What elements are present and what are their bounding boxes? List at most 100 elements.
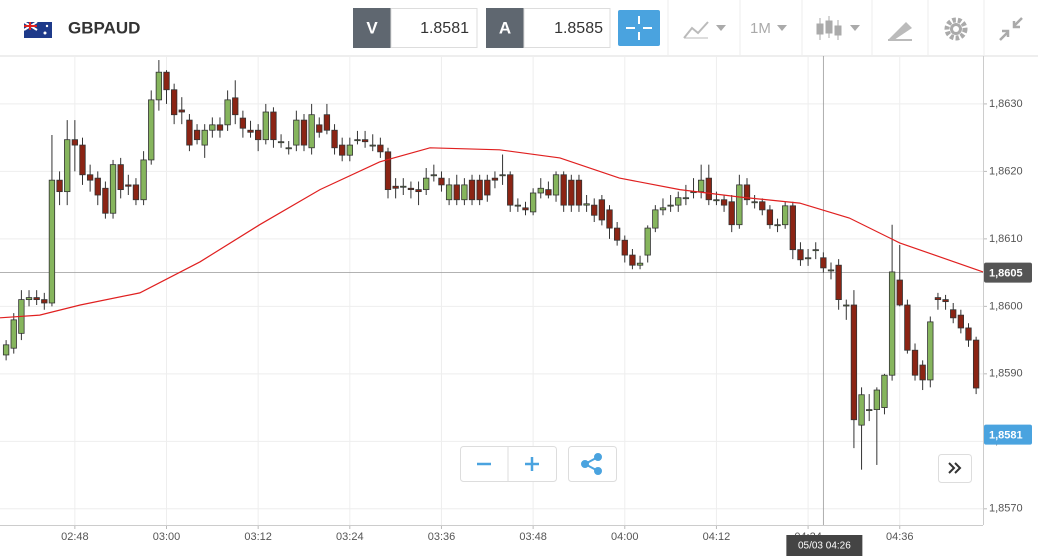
candle-body — [537, 187, 544, 194]
collapse-button[interactable] — [999, 17, 1023, 41]
toolbar: GBPAUD V 1.8581 A 1.8585 1M — [0, 0, 1038, 57]
candle-body — [529, 192, 537, 213]
x-tick-label: 03:12 — [244, 531, 272, 543]
candle-body — [430, 174, 437, 177]
candle-body — [743, 184, 751, 201]
crosshair-button[interactable] — [618, 10, 660, 46]
candle-body — [782, 205, 789, 226]
candle-body — [117, 164, 124, 191]
candle-body — [957, 314, 964, 329]
candle-body — [911, 349, 919, 376]
candle-body — [545, 189, 552, 196]
candle-body — [262, 111, 269, 141]
draw-tools-button[interactable] — [888, 22, 912, 41]
settings-button[interactable] — [944, 17, 968, 41]
chart-type-button[interactable] — [683, 21, 726, 39]
candle-body — [102, 187, 109, 214]
candle-body — [384, 151, 392, 191]
x-tick-label: 03:24 — [336, 531, 364, 543]
candle-body — [346, 144, 353, 156]
candle-body — [728, 201, 735, 226]
candle-body — [972, 339, 980, 389]
candle-body — [820, 257, 827, 269]
candle-body — [720, 199, 728, 206]
zoom-controls — [460, 446, 972, 483]
crosshair-icon — [626, 16, 652, 40]
candle-body — [774, 224, 781, 227]
candle-body — [759, 201, 766, 211]
candle-body — [484, 179, 491, 196]
ask-badge[interactable] — [486, 8, 524, 48]
candle-body — [193, 129, 201, 141]
candle-body — [10, 319, 17, 349]
candle-body — [659, 207, 667, 211]
y-tick-label: 1,8570 — [989, 503, 1023, 515]
candle-body — [713, 199, 720, 202]
candle-body — [400, 185, 407, 188]
candle-type-button[interactable] — [816, 16, 860, 40]
zoom-in-button[interactable] — [525, 457, 539, 471]
candle-body — [331, 129, 338, 149]
candle-body — [293, 119, 300, 146]
x-tick-label: 02:48 — [61, 531, 89, 543]
x-tick-label: 04:36 — [886, 531, 914, 543]
candle-body — [461, 184, 468, 201]
candle-body — [125, 184, 132, 187]
bid-box[interactable] — [390, 8, 478, 48]
candle-body — [621, 239, 628, 256]
candle-body — [407, 187, 415, 191]
candle-body — [934, 297, 942, 301]
flag — [23, 21, 52, 38]
candle-body — [79, 144, 86, 176]
candle-body — [277, 141, 285, 144]
x-tick-label: 03:00 — [153, 531, 181, 543]
candle-body — [804, 257, 812, 260]
last-price-tag — [984, 424, 1032, 445]
plot-area: 1,85701,85801,85901,86001,86101,86201,86… — [0, 56, 1032, 556]
candle-body — [163, 71, 170, 91]
symbol: GBPAUD — [68, 18, 140, 37]
y-tick-label: 1,8620 — [989, 165, 1023, 177]
candle-body — [507, 174, 514, 206]
candle-body — [308, 114, 315, 149]
candle-body — [209, 124, 216, 131]
candle-body — [216, 124, 224, 131]
timeframe[interactable]: 1M — [750, 20, 771, 37]
candle-body — [698, 179, 705, 193]
candle-body — [64, 139, 71, 193]
candle-body — [423, 177, 430, 191]
scroll-right-button[interactable] — [938, 454, 972, 483]
candle-body — [438, 177, 445, 186]
candle-body — [377, 144, 384, 153]
bid-price: 1.8581 — [420, 20, 469, 37]
x-tick-label: 04:00 — [611, 531, 639, 543]
moving-average — [0, 147, 984, 319]
candle-body — [675, 197, 682, 206]
candle-body — [354, 139, 361, 142]
candle-body — [316, 124, 323, 133]
bid-label: V — [366, 18, 378, 37]
ask-box[interactable] — [523, 8, 611, 48]
candle-body — [94, 177, 101, 196]
candle-body — [904, 304, 911, 351]
candle-body — [827, 269, 835, 272]
candle-body — [132, 184, 140, 201]
bid-badge[interactable] — [353, 8, 391, 48]
candle-body — [178, 109, 185, 113]
timeframe-arrow — [777, 25, 787, 31]
x-tick-label: 03:36 — [428, 531, 456, 543]
candle-body — [866, 409, 873, 412]
candle-body — [140, 159, 147, 201]
candle-body — [606, 209, 613, 229]
candle-body — [491, 177, 499, 181]
last-price-label: 1,8581 — [989, 429, 1023, 441]
candle-body — [247, 129, 254, 133]
candle-body — [896, 279, 903, 306]
candle-body — [155, 71, 163, 101]
candle-body — [568, 179, 575, 206]
scroll-icon — [948, 462, 962, 474]
share-box[interactable] — [568, 446, 617, 482]
candle-body — [170, 89, 178, 116]
candle-body — [300, 119, 308, 146]
